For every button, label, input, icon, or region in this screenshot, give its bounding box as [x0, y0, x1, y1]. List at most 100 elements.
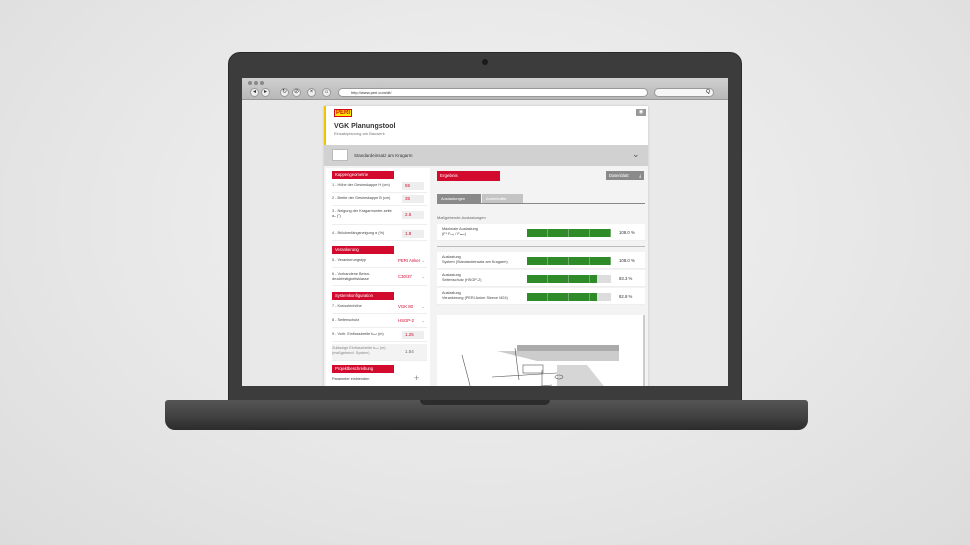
- param-select[interactable]: PERI Anker ⌄: [398, 257, 426, 265]
- param-input[interactable]: 35: [402, 195, 424, 203]
- system-thumbnail: [332, 149, 348, 161]
- param-input[interactable]: 2.5: [402, 211, 424, 219]
- param-label: 8 - Seitenschutz: [332, 318, 360, 322]
- utilization-percent: 82.8 %: [619, 294, 633, 299]
- row-label: Auslastung: [442, 291, 461, 295]
- row-sublabel: Verankerung (PERI Anker Sleeve M24): [442, 295, 508, 300]
- tab-divider: [437, 203, 645, 204]
- param-label: Parameter einblenden: [332, 377, 370, 381]
- section-kappengeometrie: Kappengeometrie: [332, 171, 394, 179]
- chevron-down-icon: ⌄: [421, 304, 425, 309]
- bracket-drawing: [461, 345, 619, 386]
- select-value: HSGP-2: [398, 318, 414, 323]
- utilization-bar-fill: [527, 275, 597, 283]
- app-header: PERI VGK Planungstool Einsatzplanung am …: [324, 106, 648, 145]
- page-title: VGK Planungstool: [334, 123, 396, 130]
- download-label: Datenblatt: [609, 173, 629, 178]
- window-minimize-icon[interactable]: [254, 81, 258, 85]
- param-label: 1 - Höhe der Gesimskappe H (cm): [332, 183, 390, 187]
- window-zoom-icon[interactable]: [260, 81, 264, 85]
- laptop-hinge-notch: [420, 400, 550, 405]
- param-row: Zulässige Einflussbreite bₑᵢₙ (m) (maßge…: [332, 344, 427, 361]
- param-row: 7 - Konsolenhöhe VGK 80 ⌄: [332, 302, 427, 314]
- param-input[interactable]: 55: [402, 182, 424, 190]
- row-label: Auslastung: [442, 273, 461, 277]
- row-label: Auslastung: [442, 255, 461, 259]
- utilization-row: Auslastung Seitenschutz (HSGP-2) 83.3 %: [437, 270, 645, 287]
- close-tab-icon[interactable]: ×: [307, 88, 316, 97]
- download-button[interactable]: Datenblatt ⤓: [606, 171, 644, 180]
- back-icon[interactable]: ◂: [250, 88, 259, 97]
- chevron-down-icon[interactable]: ⌄: [632, 149, 640, 159]
- tab-auslastungen[interactable]: Auslastungen: [437, 194, 481, 203]
- param-select[interactable]: VGK 80 ⌄: [398, 303, 426, 311]
- result-heading: Ergebnis: [437, 171, 500, 181]
- param-select[interactable]: HSGP-2 ⌄: [398, 317, 426, 325]
- camera-icon[interactable]: ◉: [636, 109, 646, 116]
- home-icon[interactable]: ⌂: [322, 88, 331, 97]
- download-icon: ⤓: [639, 173, 641, 178]
- utilization-bar: [527, 257, 611, 265]
- utilization-percent: 83.3 %: [619, 276, 633, 281]
- parameter-column: Kappengeometrie 1 - Höhe der Gesimskappe…: [326, 168, 430, 386]
- result-column: Ergebnis Datenblatt ⤓ Auslastungen Ankerk…: [436, 168, 648, 386]
- search-input[interactable]: Q: [654, 88, 714, 97]
- page-subtitle: Einsatzplanung am Bauwerk: [334, 131, 385, 136]
- param-label: 9 - Vorh. Einflussbreite bₑᵢₙ (m): [332, 332, 384, 336]
- param-row: 6 - Vorhandene Beton-druckfestigkeitskla…: [332, 270, 427, 286]
- param-label: 7 - Konsolenhöhe: [332, 304, 362, 308]
- accordion-header[interactable]: Standardeinsatz am Kragarm ⌄: [324, 145, 648, 166]
- utilization-bar: [527, 275, 611, 283]
- param-input[interactable]: 1.8: [402, 230, 424, 238]
- param-input[interactable]: 1.25: [402, 331, 424, 339]
- utilization-percent: 108.0 %: [619, 258, 635, 263]
- section-verankerung: Verankerung: [332, 246, 394, 254]
- utilization-bar: [527, 229, 611, 237]
- plus-icon[interactable]: +: [414, 373, 420, 383]
- chevron-down-icon: ⌄: [421, 274, 425, 279]
- param-row: 9 - Vorh. Einflussbreite bₑᵢₙ (m) 1.25: [332, 330, 427, 342]
- forward-icon[interactable]: ▸: [261, 88, 270, 97]
- window-close-icon[interactable]: [248, 81, 252, 85]
- webcam: [482, 59, 488, 65]
- utilization-row: Maximale Auslastung (F* Fₑₓₜ / Fₘₐₓ) 108.0…: [437, 224, 645, 241]
- divider: [437, 246, 645, 247]
- param-row: 2 - Breite der Gesimskappe B (cm) 35: [332, 194, 427, 206]
- param-label: 6 - Vorhandene Beton-druckfestigkeitskla…: [332, 272, 371, 281]
- param-label: Zulässige Einflussbreite bₑᵢₙ (m) (maßge…: [332, 346, 386, 355]
- section-heading: Maßgebende Auslastungen: [437, 215, 486, 220]
- tab-ankerkraefte[interactable]: Ankerkräfte: [482, 194, 523, 203]
- stop-icon[interactable]: ⊘: [292, 88, 301, 97]
- laptop-base: [165, 400, 808, 422]
- section-systemkonfiguration: Systemkonfiguration: [332, 292, 394, 300]
- utilization-row: Auslastung Verankerung (PERI Anker Sleeve…: [437, 288, 645, 305]
- param-readonly: 1.54: [405, 349, 414, 354]
- select-value: VGK 80: [398, 304, 414, 309]
- utilization-bar-fill: [527, 257, 611, 265]
- param-label: 4 - Brückenlängsneigung α (%): [332, 231, 385, 235]
- utilization-bar: [527, 293, 611, 301]
- laptop-base-edge: [165, 420, 808, 430]
- param-label: 3 - Neigung der Kragarmunter-seite αᵤ (°…: [332, 209, 392, 218]
- accordion-label: Standardeinsatz am Kragarm: [354, 153, 413, 158]
- utilization-bar-fill: [527, 229, 611, 237]
- peri-logo: PERI: [334, 109, 353, 117]
- browser-toolbar: ◂ ▸ ↻ ⊘ × ⌂ http://www.peri.com/dt/ Q: [242, 78, 728, 100]
- section-projektbeschreibung: Projektbeschreibung: [332, 365, 394, 373]
- chevron-down-icon: ⌄: [421, 258, 425, 263]
- utilization-percent: 108.0 %: [619, 230, 635, 235]
- chevron-down-icon: ⌄: [421, 318, 425, 323]
- param-select[interactable]: C30/37 ⌄: [398, 273, 426, 281]
- select-value: PERI Anker: [398, 258, 421, 263]
- row-sublabel: System (Standardeinsatz am Kragarm): [442, 259, 508, 264]
- row-label: Maximale Auslastung: [442, 227, 478, 231]
- select-value: C30/37: [398, 274, 412, 279]
- planning-tool-panel: PERI VGK Planungstool Einsatzplanung am …: [324, 106, 648, 386]
- param-row: 3 - Neigung der Kragarmunter-seite αᵤ (°…: [332, 207, 427, 225]
- param-label: 2 - Breite der Gesimskappe B (cm): [332, 196, 391, 200]
- utilization-row: Auslastung System (Standardeinsatz am Kra…: [437, 252, 645, 269]
- reload-icon[interactable]: ↻: [280, 88, 289, 97]
- utilization-bar-fill: [527, 293, 597, 301]
- url-input[interactable]: http://www.peri.com/dt/: [338, 88, 648, 97]
- param-row: 4 - Brückenlängsneigung α (%) 1.8: [332, 227, 427, 241]
